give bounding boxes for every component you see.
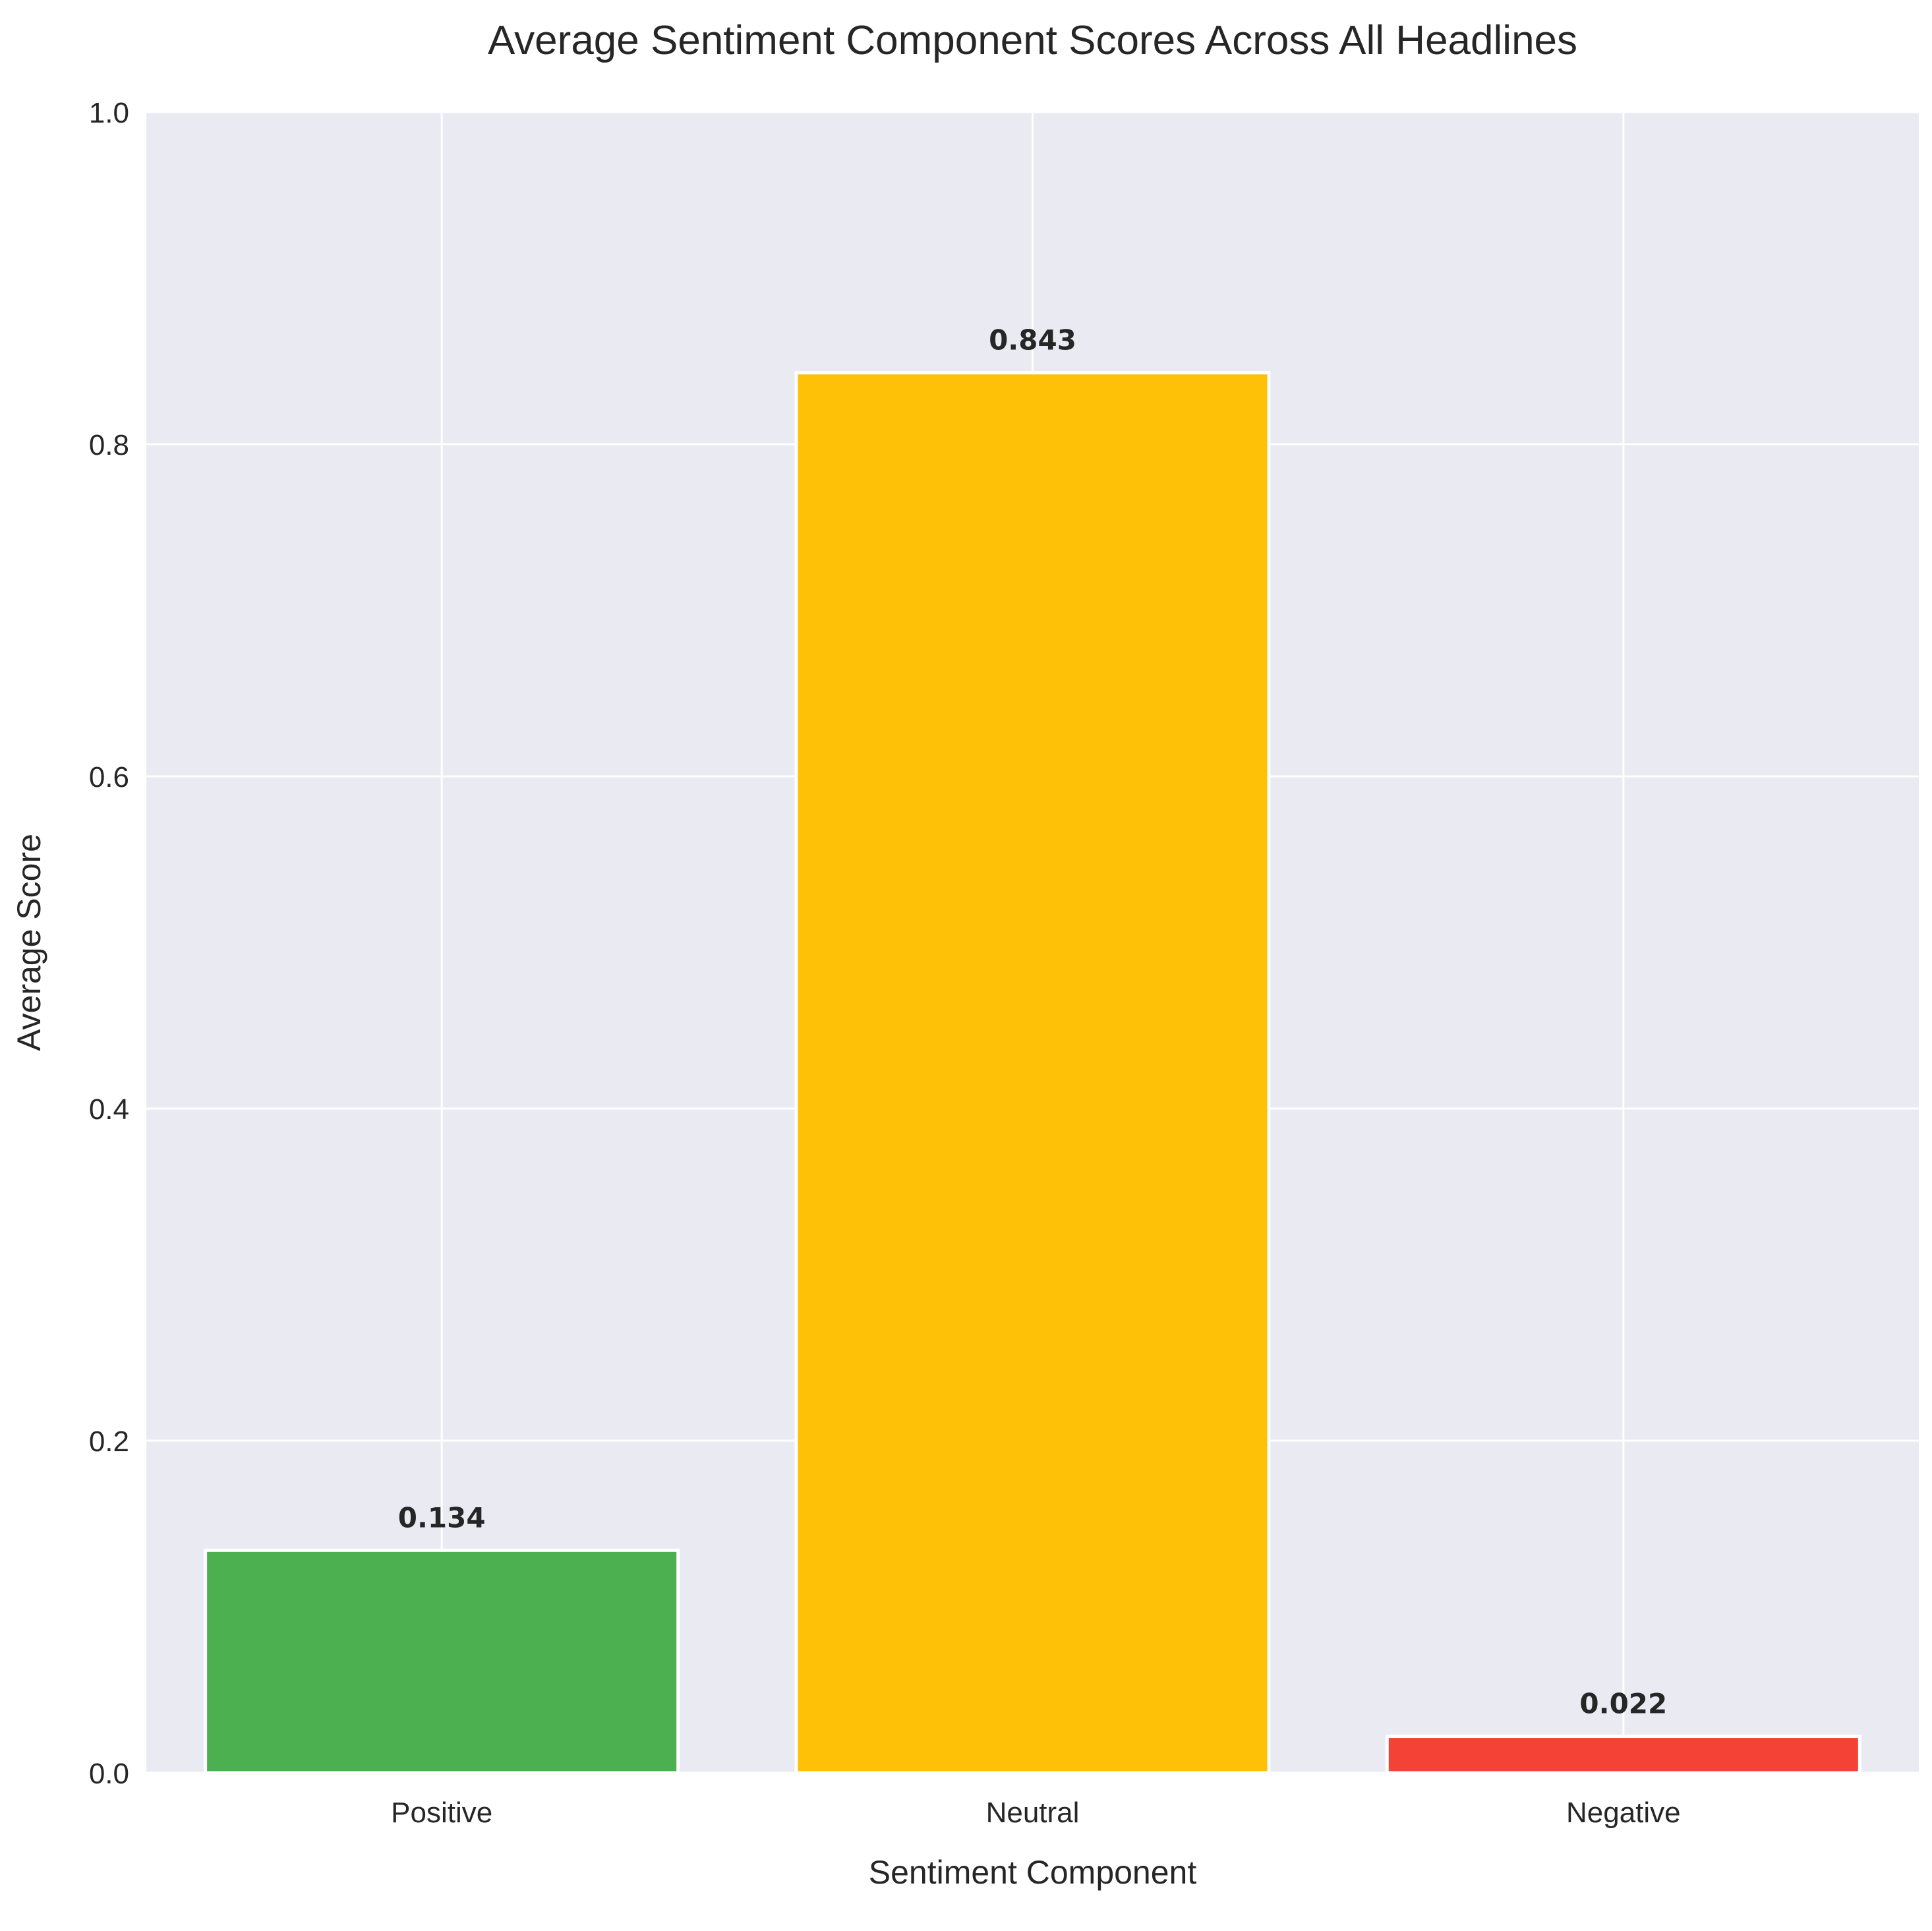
chart-title: Average Sentiment Component Scores Acros… xyxy=(488,18,1577,63)
x-tick-label: Negative xyxy=(1566,1797,1681,1829)
bars xyxy=(204,371,1861,1775)
tick-labels: 0.0 0.2 0.4 0.6 0.8 1.0 Positive Neutral Negativ… xyxy=(89,97,1681,1829)
y-tick-label: 0.4 xyxy=(89,1093,129,1126)
y-tick-label: 0.0 xyxy=(89,1758,129,1790)
y-tick-label: 0.6 xyxy=(89,761,129,793)
y-axis-label: Average Score xyxy=(11,834,47,1051)
x-axis-label: Sentiment Component xyxy=(869,1854,1197,1891)
bar xyxy=(794,371,1271,1775)
data-label: 0.843 xyxy=(989,324,1076,357)
data-label: 0.134 xyxy=(398,1501,486,1534)
x-tick-label: Neutral xyxy=(986,1797,1080,1829)
y-tick-label: 1.0 xyxy=(89,97,129,129)
y-tick-label: 0.8 xyxy=(89,429,129,461)
bar xyxy=(1385,1735,1861,1775)
data-labels: 0.134 0.843 0.022 xyxy=(398,324,1668,1720)
data-label: 0.022 xyxy=(1579,1688,1667,1720)
bar xyxy=(204,1548,680,1775)
x-tick-label: Positive xyxy=(391,1797,492,1829)
y-tick-label: 0.2 xyxy=(89,1426,129,1458)
